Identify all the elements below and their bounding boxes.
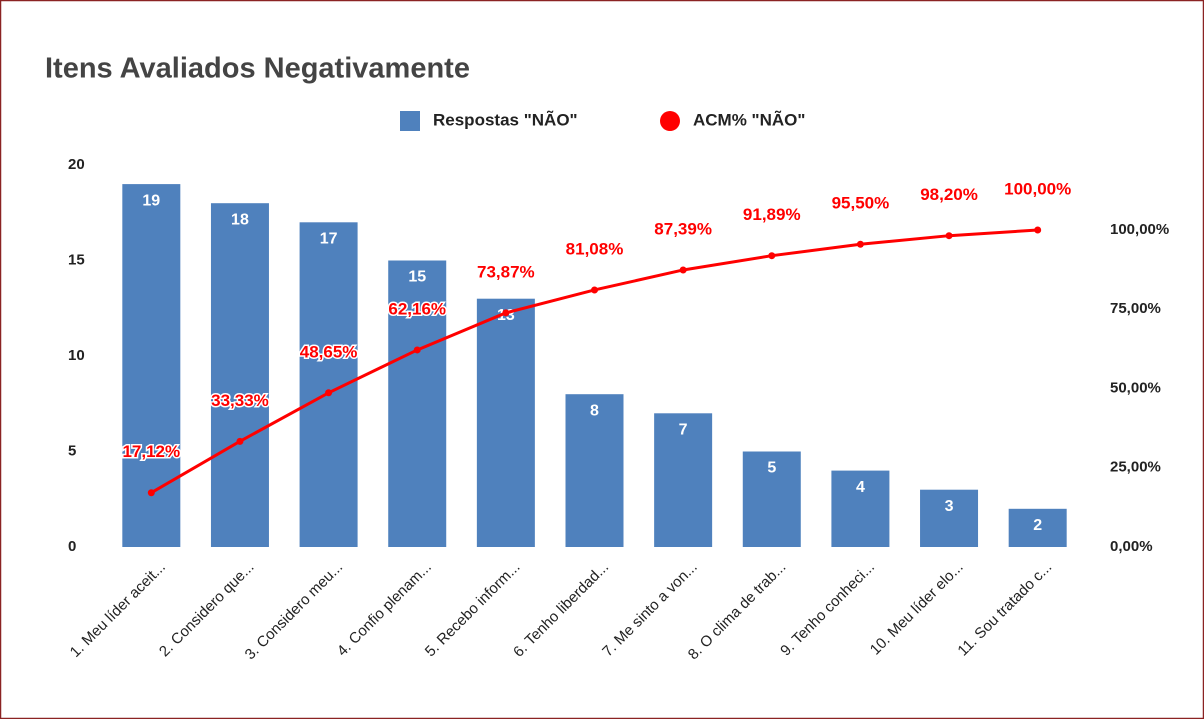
y-tick-label: 20 [68, 156, 85, 173]
legend-swatch [400, 111, 420, 131]
legend-swatch [660, 111, 680, 131]
line-label: 62,16% [388, 299, 446, 318]
bar-label: 8 [590, 402, 599, 419]
y2-tick-label: 50,00% [1110, 379, 1161, 396]
bar [476, 298, 535, 547]
line-point [236, 437, 244, 445]
bar-label: 7 [679, 422, 688, 439]
bar-label: 15 [408, 269, 426, 286]
line-label: 95,50% [832, 194, 890, 213]
line-label: 33,33% [211, 391, 269, 410]
line-label: 98,20% [920, 185, 978, 204]
bar [920, 489, 979, 547]
bar-label: 17 [320, 231, 338, 248]
line-label: 91,89% [743, 205, 801, 224]
bar [122, 184, 181, 547]
bar [831, 470, 890, 547]
line-point [325, 389, 333, 397]
bar [299, 222, 358, 548]
bar-label: 18 [231, 211, 249, 228]
bar-label: 5 [767, 460, 776, 477]
y-tick-label: 10 [68, 347, 85, 364]
bar-label: 19 [142, 192, 160, 209]
bar [654, 413, 713, 547]
y2-tick-label: 0,00% [1110, 538, 1153, 555]
y-tick-label: 15 [68, 251, 85, 268]
bar [742, 451, 801, 547]
line-label: 100,00% [1004, 179, 1071, 198]
chart-title: Itens Avaliados Negativamente [45, 53, 470, 85]
line-label: 87,39% [654, 219, 712, 238]
bar-label: 4 [856, 479, 865, 496]
legend-label: ACM% "NÃO" [693, 109, 805, 129]
y2-tick-label: 100,00% [1110, 221, 1169, 238]
bar [1008, 508, 1067, 547]
line-label: 73,87% [477, 262, 535, 281]
line-point [591, 286, 598, 294]
line-point [856, 240, 864, 248]
line-point [679, 266, 687, 274]
y-tick-label: 0 [68, 538, 76, 555]
y2-tick-label: 75,00% [1110, 300, 1161, 317]
line-label: 48,65% [300, 342, 358, 361]
bar-label: 2 [1033, 517, 1042, 534]
line-point [502, 309, 510, 317]
line-point [1034, 226, 1042, 234]
line-label: 81,08% [566, 239, 624, 258]
line-point [945, 232, 953, 240]
line-point [413, 346, 421, 354]
line-point [768, 252, 776, 260]
line-label: 17,12% [122, 442, 180, 461]
y-tick-label: 5 [68, 442, 76, 459]
line-point [147, 489, 155, 497]
y2-tick-label: 25,00% [1110, 459, 1161, 476]
bar [210, 203, 269, 547]
bar [565, 394, 624, 547]
legend-label: Respostas "NÃO" [433, 109, 578, 129]
bar-label: 3 [945, 498, 954, 515]
bar [388, 260, 447, 547]
